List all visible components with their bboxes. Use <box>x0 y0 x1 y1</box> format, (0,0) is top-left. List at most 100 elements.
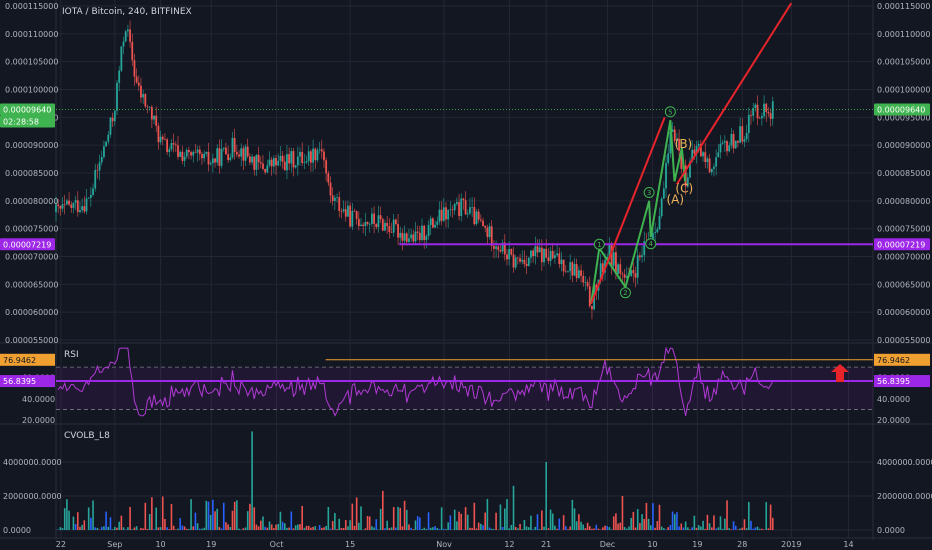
volume-bar <box>253 507 256 530</box>
candle-body <box>599 263 602 280</box>
candle-body <box>715 157 718 167</box>
volume-bar <box>262 516 264 530</box>
candle-body <box>329 182 332 196</box>
candle-body <box>636 255 639 278</box>
volume-bar <box>763 529 765 530</box>
volume-bar <box>658 504 661 530</box>
last-price-tag-bg <box>874 103 930 116</box>
candle-body <box>148 106 151 108</box>
candle-body <box>676 138 678 141</box>
rsi-line[interactable] <box>57 346 774 417</box>
volume-bar <box>96 527 99 530</box>
candle-body <box>81 206 84 211</box>
wave-label-3: 3 <box>647 189 651 197</box>
volume-bar <box>504 508 506 530</box>
volume-bar <box>586 522 589 530</box>
candle-body <box>76 200 79 212</box>
volume-bar <box>748 501 750 530</box>
volume-bar <box>157 527 160 530</box>
candle-body <box>89 195 92 198</box>
candle-body <box>153 115 155 120</box>
volume-bar <box>636 509 639 530</box>
candle-body <box>179 151 182 157</box>
candle-body <box>573 264 576 276</box>
candle-body <box>327 173 330 183</box>
volume-bar <box>486 498 489 530</box>
volume-bar <box>76 512 79 530</box>
volume-bar <box>532 529 534 530</box>
vol-tick-left: 4000000.0000 <box>3 458 62 467</box>
wave-label-C: (C) <box>675 181 693 195</box>
volume-bar <box>205 500 208 530</box>
price-pane[interactable]: 1 2 3 4 5 (A) (B) (C) <box>55 2 873 320</box>
volume-bar <box>771 517 774 530</box>
volume-bar <box>582 524 585 530</box>
volume-bar <box>493 529 495 530</box>
candle-body <box>264 168 267 173</box>
candle-body <box>253 156 256 170</box>
volume-label: CVOLB_L8 <box>64 431 110 441</box>
candle-body <box>699 143 702 157</box>
volume-bar <box>434 526 436 530</box>
candle-body <box>65 200 68 205</box>
candle-body <box>543 248 545 263</box>
candle-body <box>314 148 317 161</box>
rsi-tick-left: 40.0000 <box>22 395 55 404</box>
candle-body <box>144 94 147 107</box>
volume-bar <box>273 528 275 530</box>
x-tick-label: 10 <box>647 540 657 549</box>
candle-body <box>316 150 319 161</box>
candle-body <box>388 226 391 232</box>
volume-bar <box>713 515 715 530</box>
candle-body <box>564 271 567 272</box>
volume-bar <box>551 513 554 530</box>
volume-bar <box>517 528 519 530</box>
candle-body <box>678 138 680 151</box>
volume-bar <box>704 528 707 530</box>
candle-body <box>442 207 445 221</box>
volume-bar <box>408 524 410 530</box>
volume-bar <box>327 506 330 530</box>
volume-bar <box>281 521 284 530</box>
candle-body <box>270 159 273 167</box>
rsi-pane[interactable] <box>56 346 873 417</box>
volume-bar <box>484 512 486 530</box>
volume-bar <box>373 527 375 530</box>
volume-bar <box>702 520 704 530</box>
volume-bar <box>334 512 336 530</box>
volume-bar <box>593 528 595 530</box>
candle-body <box>174 144 177 146</box>
candle-body <box>438 209 441 222</box>
candle-body <box>392 219 395 233</box>
candle-body <box>510 248 513 255</box>
volume-bar <box>242 528 245 530</box>
candle-body <box>238 154 240 157</box>
volume-bar <box>547 528 550 530</box>
volume-bar <box>266 527 269 530</box>
trend-line[interactable] <box>590 116 666 305</box>
candle-body <box>586 282 589 287</box>
candle-body <box>275 158 277 166</box>
volume-bar <box>100 526 103 530</box>
candle-body <box>357 218 360 227</box>
candle-body <box>331 195 334 201</box>
candle-body <box>109 117 112 135</box>
volume-bar <box>307 525 310 530</box>
candle-body <box>741 126 744 142</box>
trend-line[interactable] <box>676 2 793 185</box>
rsi-band <box>56 367 873 410</box>
volume-pane[interactable] <box>55 431 774 530</box>
candle-body <box>85 198 88 212</box>
volume-bar <box>608 527 611 530</box>
volume-bar <box>639 523 641 530</box>
y-tick-label-right: 0.000100000 <box>877 86 930 95</box>
candle-body <box>229 157 232 161</box>
candle-body <box>74 200 77 203</box>
candle-body <box>619 264 622 274</box>
volume-bar <box>131 529 134 530</box>
candle-body <box>423 225 426 241</box>
candle-body <box>706 158 709 163</box>
volume-bar <box>521 529 524 530</box>
